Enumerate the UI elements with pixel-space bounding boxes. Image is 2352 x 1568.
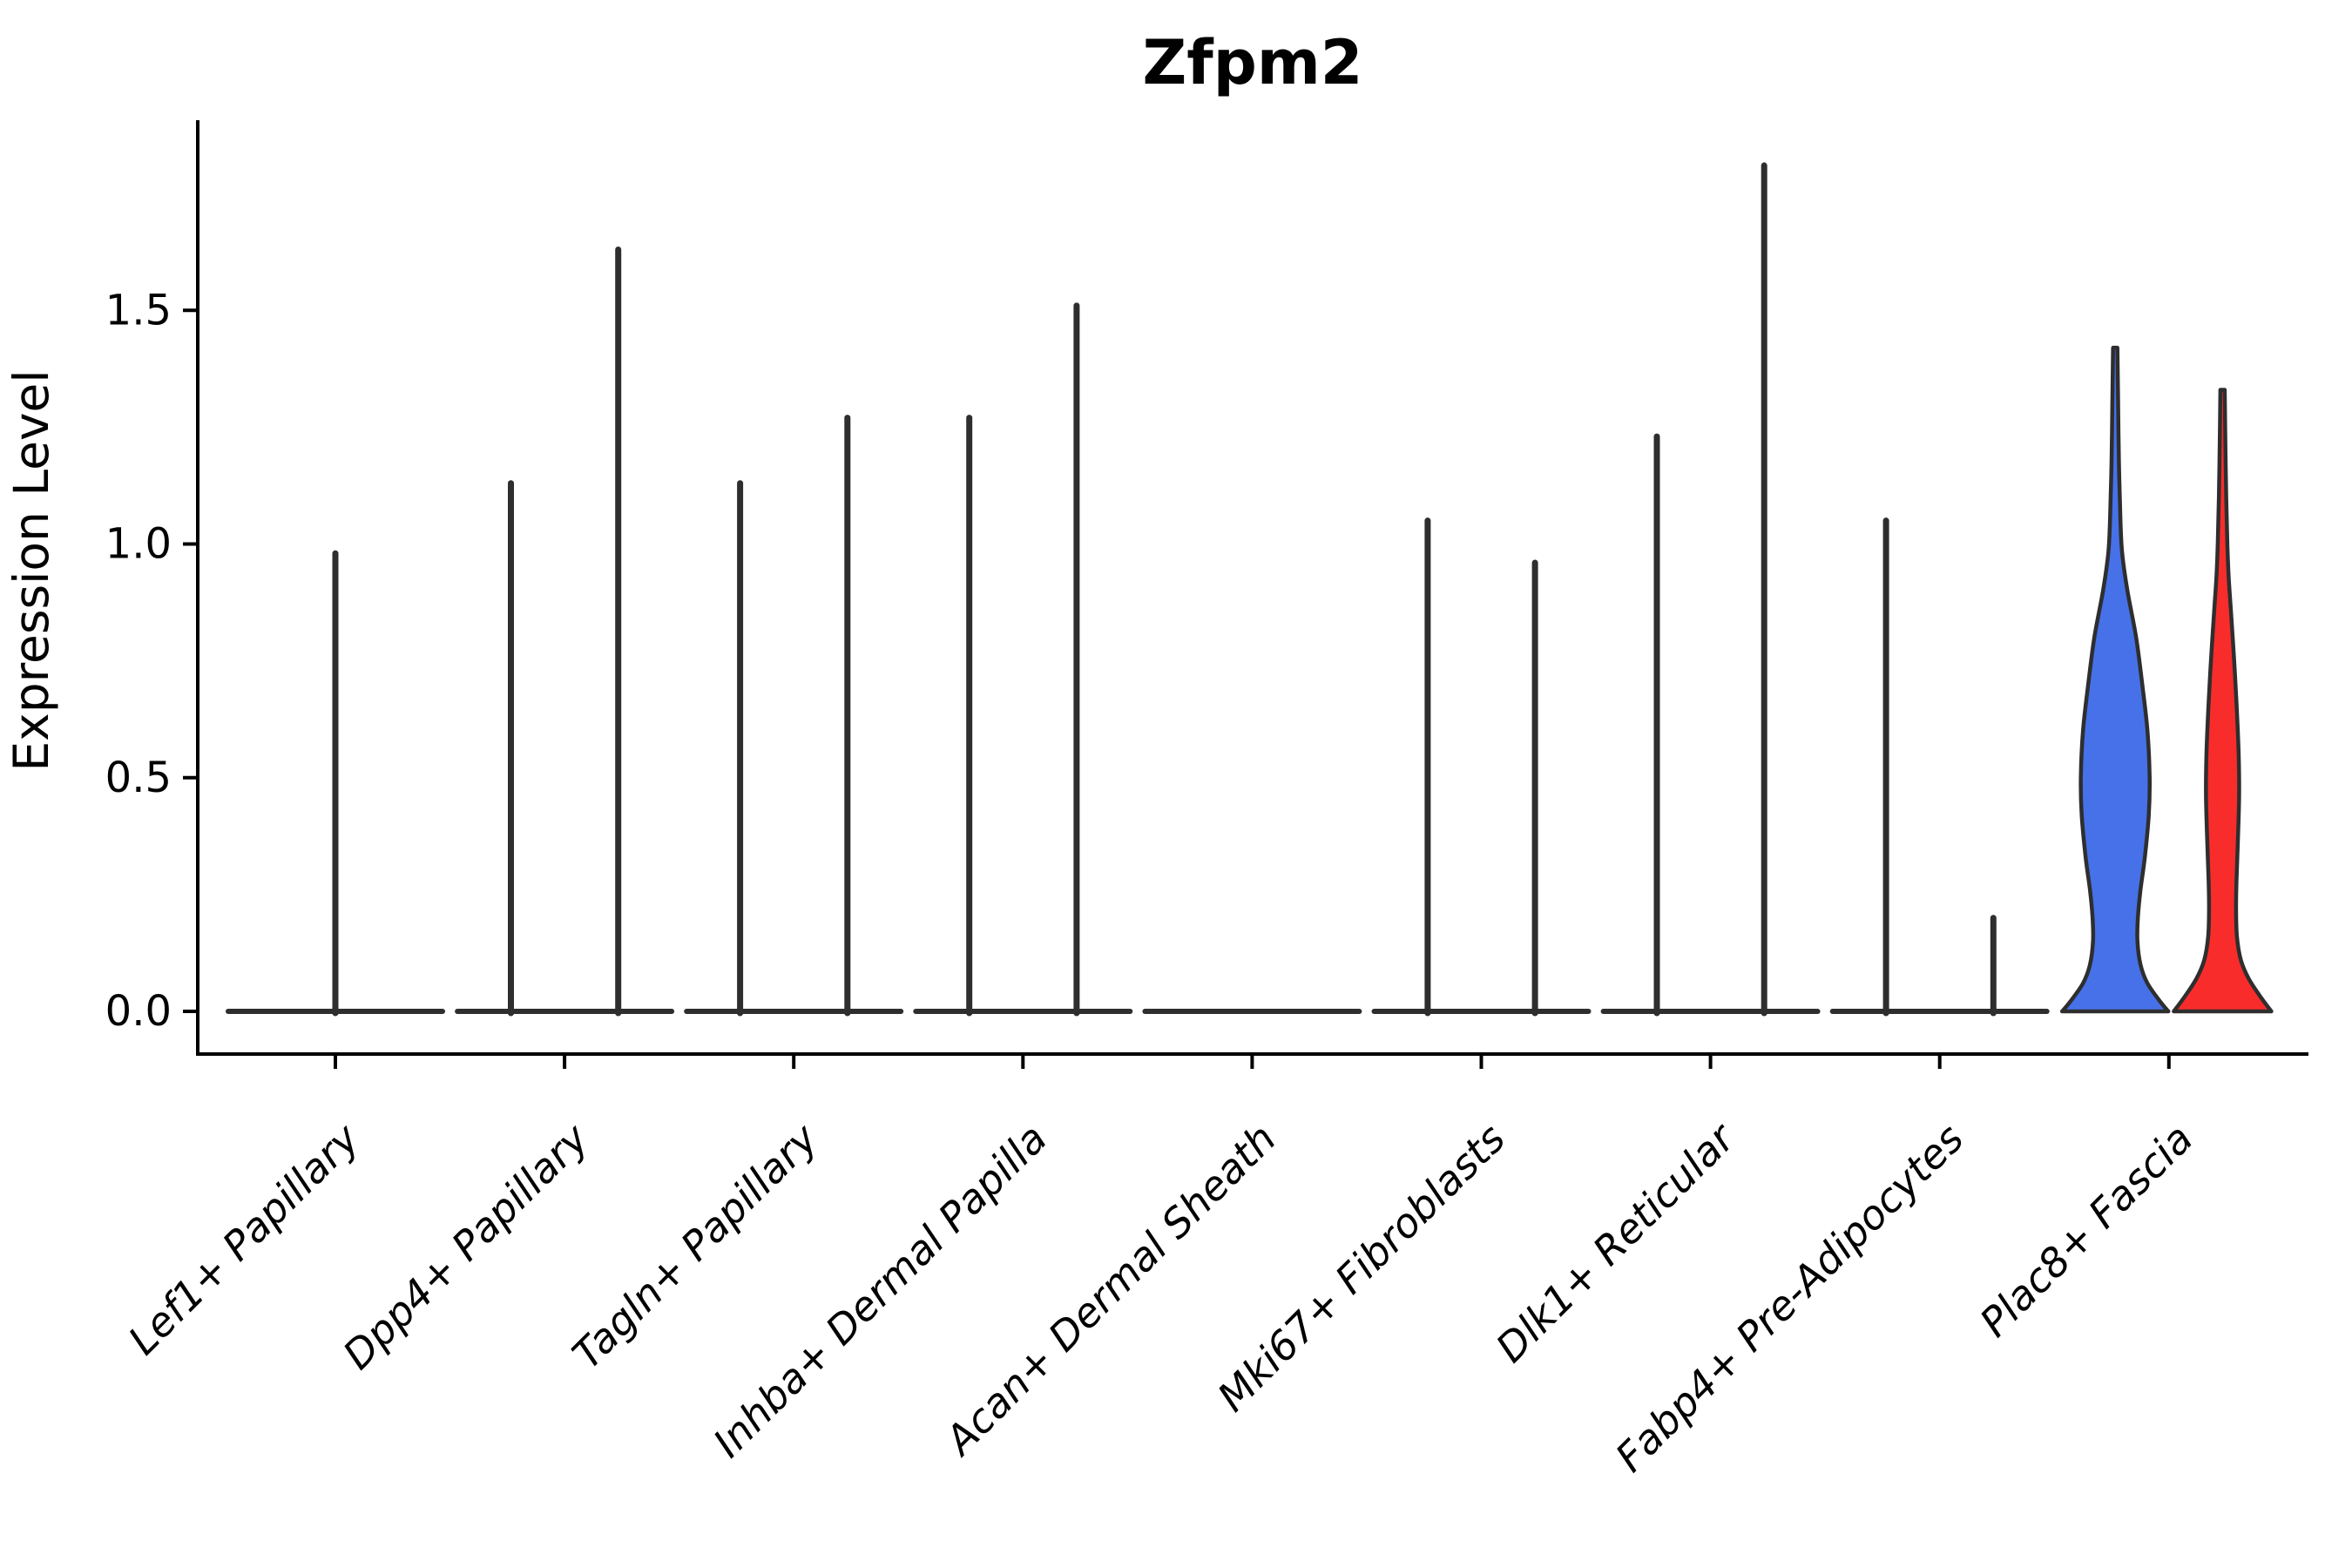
filled-violin-split-group-blue bbox=[2059, 345, 2171, 1014]
violin-group-2 bbox=[455, 247, 675, 1017]
filled-violin-split-group-red bbox=[2172, 388, 2274, 1014]
violin-group-1 bbox=[226, 550, 445, 1017]
violin-group-7 bbox=[1600, 162, 1821, 1017]
axes-layer bbox=[183, 120, 2308, 1069]
x-category-label: Plac8+ Fascia bbox=[1970, 1115, 2201, 1346]
violin-group-6 bbox=[1371, 517, 1592, 1017]
y-tick-label: 0.5 bbox=[105, 754, 172, 802]
violin-group-4 bbox=[913, 302, 1133, 1017]
chart-title: Zfpm2 bbox=[1143, 27, 1363, 98]
y-tick-label: 0.0 bbox=[105, 987, 172, 1036]
violin-group-8 bbox=[1829, 517, 2050, 1017]
violin-group-3 bbox=[684, 415, 904, 1017]
x-category-label: Tagln+ Papillary bbox=[564, 1114, 828, 1378]
y-axis-label: Expression Level bbox=[3, 369, 59, 771]
x-category-label: Lef1+ Papillary bbox=[119, 1114, 368, 1363]
x-category-label: Dlk1+ Reticular bbox=[1487, 1112, 1746, 1371]
y-tick-label: 1.0 bbox=[105, 520, 172, 569]
violin-group-9 bbox=[2059, 345, 2274, 1014]
y-tick-label: 1.5 bbox=[105, 286, 172, 335]
x-category-label: Dpp4+ Papillary bbox=[334, 1114, 598, 1378]
violin-layer bbox=[226, 162, 2274, 1017]
y-tick-label-layer: 0.0 0.5 1.0 1.5 bbox=[105, 286, 172, 1036]
